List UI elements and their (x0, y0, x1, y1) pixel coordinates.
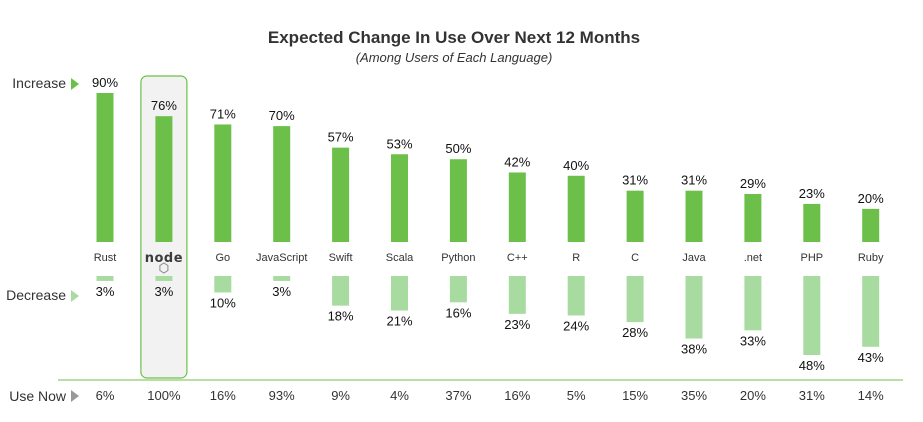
increase-label: Increase (12, 75, 66, 91)
decrease-value-label: 38% (681, 342, 707, 357)
decrease-bar (332, 276, 350, 306)
decrease-value-label: 3% (272, 284, 291, 299)
increase-bar (155, 116, 173, 242)
category-label: .net (744, 252, 762, 264)
category-label: Java (682, 252, 706, 264)
decrease-bar (685, 276, 703, 339)
increase-value-label: 40% (563, 158, 589, 173)
increase-bar (744, 193, 762, 242)
increase-value-label: 70% (269, 108, 295, 123)
increase-arrow-icon (71, 78, 79, 90)
use-now-value: 20% (740, 388, 766, 403)
use-now-value: 16% (504, 388, 530, 403)
decrease-bar (508, 276, 526, 314)
decrease-value-label: 10% (210, 295, 236, 310)
decrease-label: Decrease (6, 287, 66, 303)
decrease-bar (273, 276, 291, 281)
increase-bar (273, 126, 291, 242)
use-now-value: 37% (445, 388, 471, 403)
increase-bar (96, 93, 114, 242)
decrease-value-label: 28% (622, 325, 648, 340)
decrease-value-label: 48% (799, 358, 825, 373)
node-logo: node (145, 251, 183, 266)
category-label: R (572, 252, 580, 264)
decrease-value-label: 24% (563, 319, 589, 334)
increase-value-label: 31% (622, 173, 648, 188)
decrease-bar (214, 276, 232, 293)
increase-bar (685, 190, 703, 242)
category-label: PHP (800, 252, 823, 264)
use-now-value: 15% (622, 388, 648, 403)
decrease-value-label: 18% (328, 309, 354, 324)
use-now-value: 9% (331, 388, 350, 403)
increase-value-label: 90% (92, 75, 118, 90)
use-now-value: 14% (858, 388, 884, 403)
decrease-value-label: 3% (96, 284, 115, 299)
decrease-bar (449, 276, 467, 303)
decrease-bar (567, 276, 585, 316)
use-now-value: 35% (681, 388, 707, 403)
chart-marks: 90% 3% Rust 6% 76% 3% node 100% 71% 10% Go 16% 70% 3%… (92, 75, 884, 403)
decrease-bar (626, 276, 644, 323)
category-label: Rust (94, 252, 117, 264)
use-now-value: 5% (567, 388, 586, 403)
increase-value-label: 23% (799, 186, 825, 201)
category-label: C++ (507, 252, 528, 264)
increase-value-label: 76% (151, 98, 177, 113)
category-label: JavaScript (256, 252, 307, 264)
category-label: Go (215, 252, 230, 264)
category-label: C (631, 252, 639, 264)
decrease-bar (862, 276, 880, 347)
decrease-value-label: 16% (445, 305, 471, 320)
increase-bar (803, 203, 821, 242)
decrease-bar (803, 276, 821, 355)
category-label: Swift (329, 252, 353, 264)
increase-bar (449, 159, 467, 242)
increase-value-label: 50% (445, 141, 471, 156)
increase-value-label: 53% (386, 136, 412, 151)
chart-subtitle: (Among Users of Each Language) (356, 50, 553, 65)
decrease-arrow-icon (71, 290, 79, 302)
node-hexagon-icon (159, 262, 169, 274)
increase-value-label: 31% (681, 173, 707, 188)
decrease-value-label: 21% (386, 314, 412, 329)
use-now-value: 100% (147, 388, 181, 403)
increase-bar (332, 147, 350, 242)
decrease-bar (391, 276, 408, 311)
increase-bar (862, 208, 880, 242)
increase-value-label: 20% (858, 191, 884, 206)
decrease-bar (96, 276, 114, 281)
decrease-bar (744, 276, 762, 331)
increase-value-label: 29% (740, 176, 766, 191)
decrease-value-label: 43% (858, 350, 884, 365)
decrease-bar (155, 276, 173, 281)
category-label: Python (441, 252, 475, 264)
increase-bar (508, 172, 526, 242)
chart-title: Expected Change In Use Over Next 12 Mont… (268, 28, 640, 47)
increase-bar (626, 190, 644, 242)
increase-bar (567, 175, 585, 242)
use-now-value: 6% (96, 388, 115, 403)
use-now-value: 31% (799, 388, 825, 403)
increase-value-label: 57% (328, 130, 354, 145)
increase-bar (214, 124, 232, 242)
use-now-value: 93% (269, 388, 295, 403)
use-now-arrow-icon (71, 390, 79, 402)
use-now-label: Use Now (9, 388, 67, 404)
category-label: Scala (386, 252, 414, 264)
decrease-value-label: 3% (155, 284, 174, 299)
use-now-value: 4% (390, 388, 409, 403)
decrease-value-label: 33% (740, 333, 766, 348)
increase-bar (391, 154, 408, 242)
decrease-value-label: 23% (504, 317, 530, 332)
increase-value-label: 42% (504, 154, 530, 169)
increase-value-label: 71% (210, 106, 236, 121)
use-now-value: 16% (210, 388, 236, 403)
category-label: Ruby (858, 252, 884, 264)
